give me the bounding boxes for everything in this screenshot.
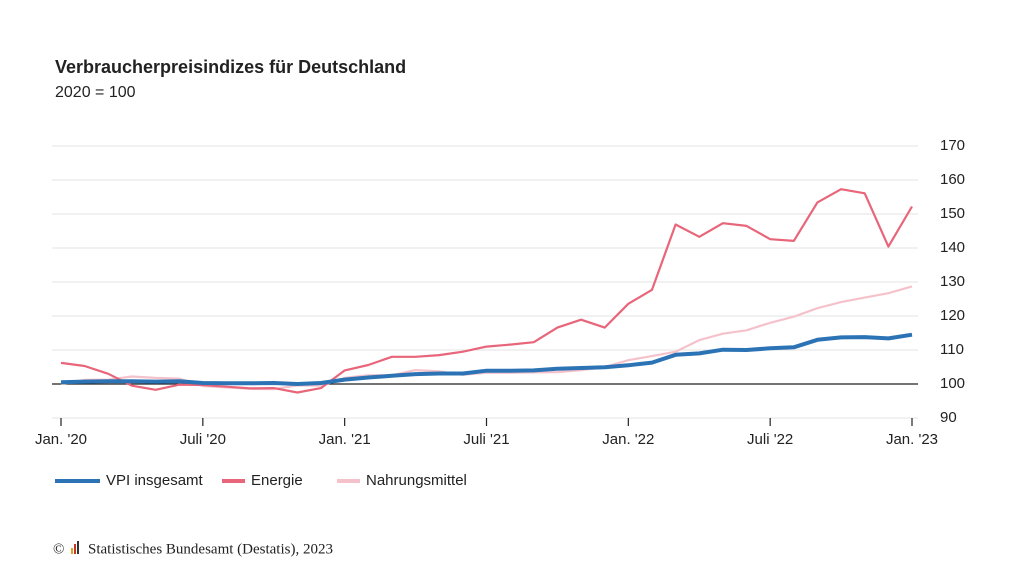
chart-subtitle: 2020 = 100 xyxy=(55,84,136,101)
legend-label: Nahrungsmittel xyxy=(366,472,467,489)
source-logo: © xyxy=(53,541,79,557)
y-tick-label: 90 xyxy=(940,409,957,426)
series-line xyxy=(60,332,913,386)
x-tick-label: Juli '21 xyxy=(463,431,509,448)
y-tick-label: 120 xyxy=(940,307,965,324)
x-tick-label: Juli '20 xyxy=(180,431,226,448)
series-line xyxy=(60,188,913,394)
y-tick-label: 160 xyxy=(940,171,965,188)
y-tick-label: 100 xyxy=(940,375,965,392)
legend-label: Energie xyxy=(251,472,303,489)
x-tick-label: Jan. '23 xyxy=(886,431,938,448)
x-tick-label: Jan. '21 xyxy=(319,431,371,448)
y-tick-label: 170 xyxy=(940,137,965,154)
x-tick-label: Jan. '20 xyxy=(35,431,87,448)
y-tick-label: 140 xyxy=(940,239,965,256)
series-line xyxy=(60,285,913,391)
source: Statistisches Bundesamt (Destatis), 2023 xyxy=(88,541,333,557)
legend-label: VPI insgesamt xyxy=(106,472,204,489)
svg-text:©: © xyxy=(53,541,64,557)
x-tick-label: Jan. '22 xyxy=(602,431,654,448)
y-tick-label: 110 xyxy=(940,341,964,358)
y-tick-label: 150 xyxy=(940,205,965,222)
y-tick-label: 130 xyxy=(940,273,965,290)
x-tick-label: Juli '22 xyxy=(747,431,793,448)
chart-title: Verbraucherpreisindizes für Deutschland xyxy=(55,57,406,77)
